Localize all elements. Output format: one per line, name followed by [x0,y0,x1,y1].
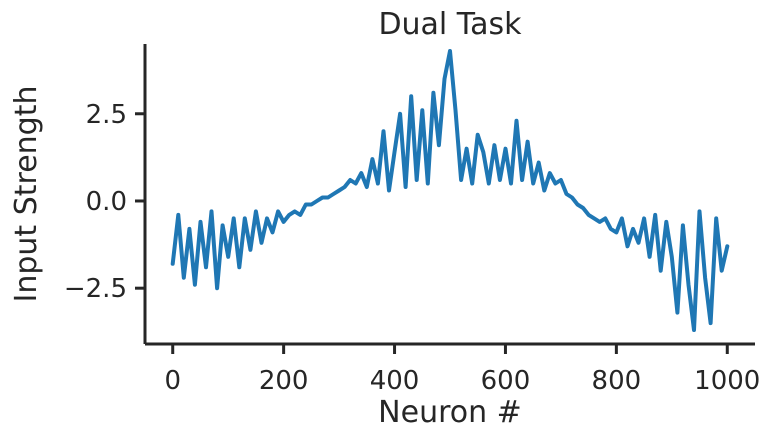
x-axis-ticks: 0 200 400 600 800 1000 [164,344,760,396]
chart-title: Dual Task [378,7,522,42]
x-axis-label: Neuron # [378,395,522,430]
x-tick-label: 600 [481,366,531,396]
x-tick-label: 1000 [694,366,760,396]
y-tick-label: −2.5 [64,274,127,304]
x-tick-label: 200 [259,366,309,396]
y-tick-label: 0.0 [86,187,127,217]
y-tick-label: 2.5 [86,100,127,130]
plot-area [170,49,730,332]
x-tick-label: 400 [370,366,420,396]
x-tick-label: 800 [592,366,642,396]
y-axis-label: Input Strength [9,86,44,303]
x-tick-label: 0 [164,366,181,396]
y-axis-ticks: −2.5 0.0 2.5 [64,100,145,304]
series-line [170,49,730,332]
